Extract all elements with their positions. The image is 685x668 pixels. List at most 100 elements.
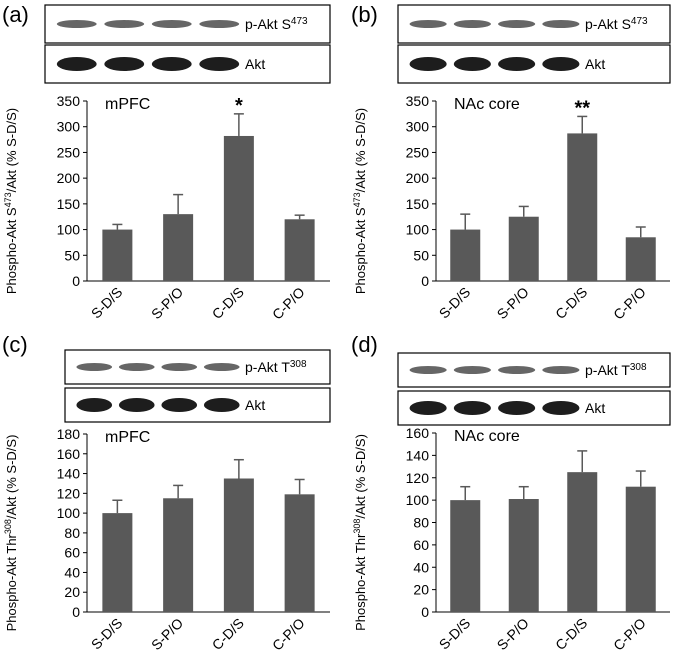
blot-band	[199, 57, 240, 71]
y-tick-label: 0	[72, 604, 80, 620]
y-tick-label: 100	[406, 222, 430, 238]
blot-band	[542, 401, 580, 415]
y-label-text: Phospho-Akt Thr	[4, 533, 19, 631]
blot-band	[453, 401, 491, 415]
x-tick-label: C-D/S	[209, 615, 247, 653]
blot-band	[199, 20, 240, 28]
y-tick-label: 100	[406, 492, 430, 508]
blot-band	[56, 57, 97, 71]
panel-label: (a)	[2, 2, 29, 27]
blot-band	[76, 363, 113, 371]
y-tick-label: 40	[64, 564, 80, 580]
x-tick-label: C-D/S	[209, 284, 247, 322]
x-tick-label: S-D/S	[88, 284, 126, 322]
error-bar	[518, 485, 529, 500]
error-bar	[173, 193, 184, 215]
y-tick-label: 350	[57, 93, 81, 109]
bar	[102, 229, 133, 281]
error-bar	[294, 214, 305, 220]
blot-label-sup: 473	[291, 16, 308, 27]
y-label-text: Phospho-Akt Thr	[353, 533, 368, 631]
x-tick-label: C-P/O	[269, 284, 308, 323]
y-axis-label: Phospho-Akt Thr308/Akt (% S-D/S)	[3, 435, 19, 632]
blot-label: Akt	[585, 400, 605, 416]
blot-band	[151, 20, 192, 28]
y-label-text: /Akt (% S-D/S)	[353, 434, 368, 519]
y-tick-label: 250	[57, 144, 81, 160]
y-label-text: /Akt (% S-D/S)	[4, 108, 19, 193]
error-bar	[294, 478, 305, 495]
blot-band	[118, 398, 155, 412]
y-tick-label: 20	[413, 582, 429, 598]
panel-label: (d)	[351, 332, 378, 357]
y-tick-label: 80	[64, 525, 80, 541]
blot-band	[104, 57, 145, 71]
blot-label-text: p-Akt S	[245, 16, 291, 32]
y-tick-label: 0	[421, 273, 429, 289]
blot-label-sup: 308	[630, 362, 647, 373]
blot-band	[498, 20, 536, 28]
y-axis-label: Phospho-Akt Thr308/Akt (% S-D/S)	[352, 434, 368, 631]
blot-band	[542, 366, 580, 374]
blot-band	[542, 20, 580, 28]
blot-band	[498, 401, 536, 415]
x-tick-label: S-P/O	[148, 284, 186, 322]
error-bar	[460, 213, 471, 230]
blot-band	[453, 366, 491, 374]
bar	[625, 486, 656, 612]
error-bar	[233, 458, 244, 479]
y-tick-label: 350	[406, 93, 430, 109]
bar	[223, 478, 254, 612]
blot-label: p-Akt S473	[245, 16, 308, 32]
x-tick-label: S-P/O	[494, 284, 532, 322]
error-bar	[635, 226, 646, 238]
y-label-sup: 308	[3, 519, 13, 534]
chart-title: NAc core	[454, 428, 520, 445]
blot-band	[453, 57, 491, 71]
y-tick-label: 150	[406, 196, 430, 212]
error-bar	[518, 205, 529, 217]
bar	[567, 472, 598, 612]
y-label-text: /Akt (% S-D/S)	[353, 108, 368, 193]
blot-label-sup: 308	[290, 359, 307, 370]
y-tick-label: 250	[406, 144, 430, 160]
x-tick-label: S-D/S	[88, 615, 126, 653]
blot-label-text: p-Akt T	[585, 362, 630, 378]
y-label-sup: 308	[352, 519, 362, 534]
blot-label-text: p-Akt S	[585, 16, 631, 32]
error-bar	[173, 484, 184, 499]
blot-band	[409, 401, 447, 415]
bar	[284, 494, 315, 612]
y-tick-label: 20	[64, 584, 80, 600]
y-axis-label: Phospho-Akt S473/Akt (% S-D/S)	[352, 108, 368, 294]
blot-label: Akt	[245, 397, 265, 413]
x-tick-label: S-D/S	[436, 284, 474, 322]
panel-label: (c)	[2, 332, 28, 357]
blot-label-text: Akt	[585, 400, 605, 416]
y-label-text: Phospho-Akt S	[4, 207, 19, 294]
blot-band	[409, 57, 447, 71]
panel-label: (b)	[351, 2, 378, 27]
blot-label-text: Akt	[245, 397, 265, 413]
blot-band	[151, 57, 192, 71]
bar	[567, 133, 598, 281]
error-bar	[233, 113, 244, 136]
blot-band	[161, 363, 198, 371]
y-tick-label: 0	[421, 604, 429, 620]
blot-band	[542, 57, 580, 71]
blot-band	[161, 398, 198, 412]
y-tick-label: 120	[406, 470, 430, 486]
y-tick-label: 300	[57, 119, 81, 135]
y-label-sup: 473	[352, 192, 362, 207]
blot-band	[203, 363, 240, 371]
y-tick-label: 160	[406, 425, 430, 441]
bar	[625, 237, 656, 281]
blot-label: p-Akt S473	[585, 16, 648, 32]
blot-label: p-Akt T308	[245, 359, 307, 375]
chart-title: mPFC	[105, 429, 150, 446]
chart-title: NAc core	[454, 96, 520, 113]
y-tick-label: 50	[413, 247, 429, 263]
blot-label-sup: 473	[631, 16, 648, 27]
y-tick-label: 300	[406, 119, 430, 135]
